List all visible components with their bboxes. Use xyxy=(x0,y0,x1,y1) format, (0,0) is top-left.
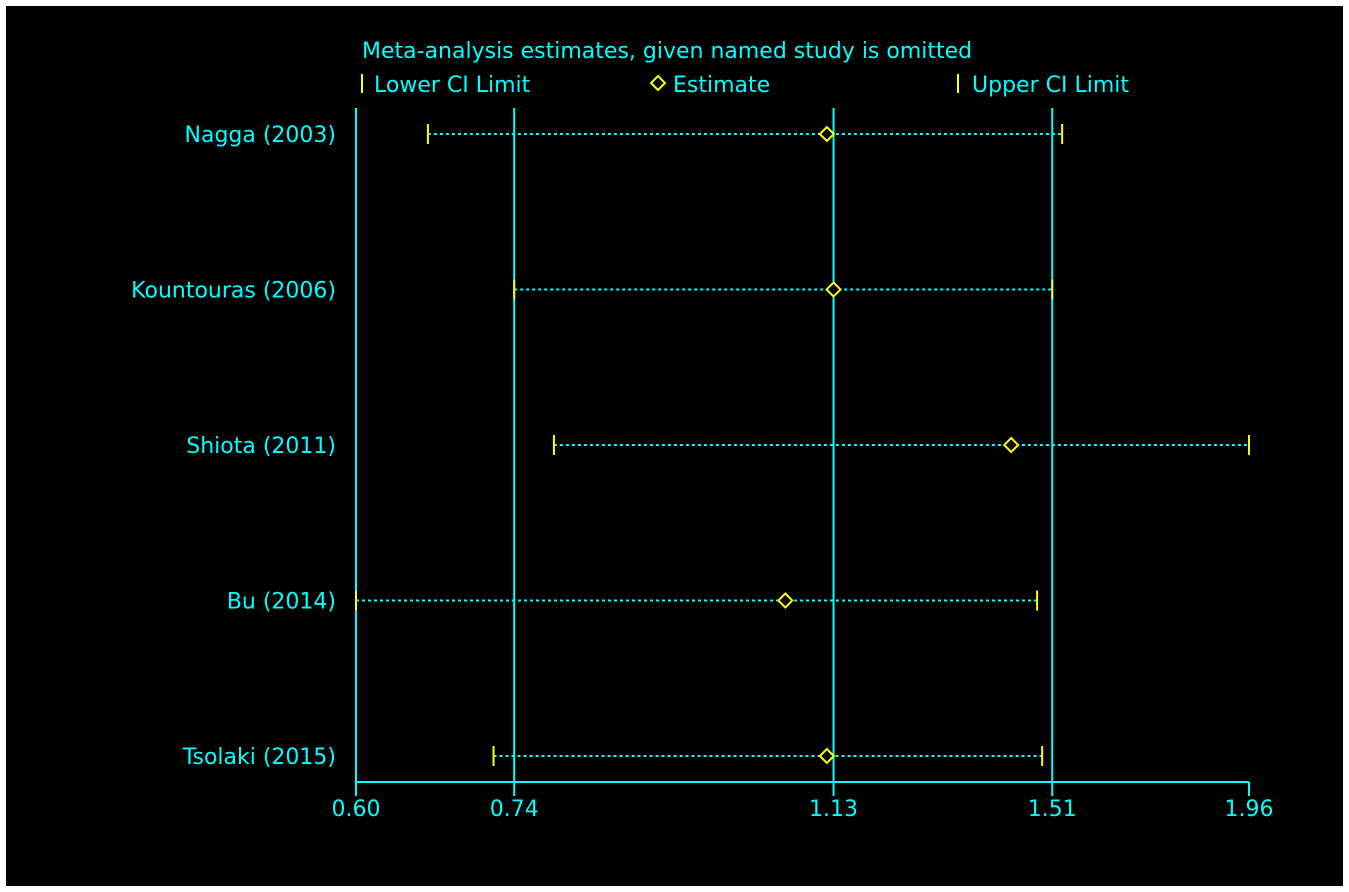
legend-estimate-marker xyxy=(649,74,667,92)
legend: Lower CI Limit Estimate Upper CI Limit xyxy=(361,73,1129,98)
study-row: Nagga (2003) xyxy=(185,123,1064,148)
estimate-marker xyxy=(825,281,842,298)
study-row: Bu (2014) xyxy=(227,590,1039,615)
estimate-marker xyxy=(776,592,794,609)
study-label: Shiota (2011) xyxy=(186,434,336,459)
x-tick-label: 1.13 xyxy=(809,797,858,822)
study-label: Nagga (2003) xyxy=(185,123,337,148)
study-row: Shiota (2011) xyxy=(186,434,1250,459)
estimate-marker xyxy=(818,125,836,143)
study-row: Kountouras (2006) xyxy=(131,279,1054,304)
legend-upper-label: Upper CI Limit xyxy=(972,73,1129,98)
chart-title: Meta-analysis estimates, given named stu… xyxy=(362,39,972,64)
study-rows: Nagga (2003) Kountouras (2006) Shiota (201… xyxy=(131,123,1250,770)
sensitivity-plot: Meta-analysis estimates, given named stu… xyxy=(131,39,1274,822)
study-label: Bu (2014) xyxy=(227,590,336,615)
study-row: Tsolaki (2015) xyxy=(182,745,1044,770)
x-axis: 0.60 0.74 1.13 1.51 1.96 xyxy=(332,108,1274,822)
x-tick-label: 0.74 xyxy=(490,797,539,822)
x-tick-label: 1.51 xyxy=(1028,797,1077,822)
x-tick-label: 0.60 xyxy=(332,797,381,822)
estimate-marker xyxy=(818,747,836,765)
legend-lower-label: Lower CI Limit xyxy=(374,73,531,98)
study-label: Kountouras (2006) xyxy=(131,279,336,304)
legend-estimate-label: Estimate xyxy=(673,73,770,98)
x-tick-label: 1.96 xyxy=(1225,797,1274,822)
estimate-marker xyxy=(1002,436,1020,454)
plot-frame: Meta-analysis estimates, given named stu… xyxy=(6,6,1343,886)
study-label: Tsolaki (2015) xyxy=(182,745,336,770)
